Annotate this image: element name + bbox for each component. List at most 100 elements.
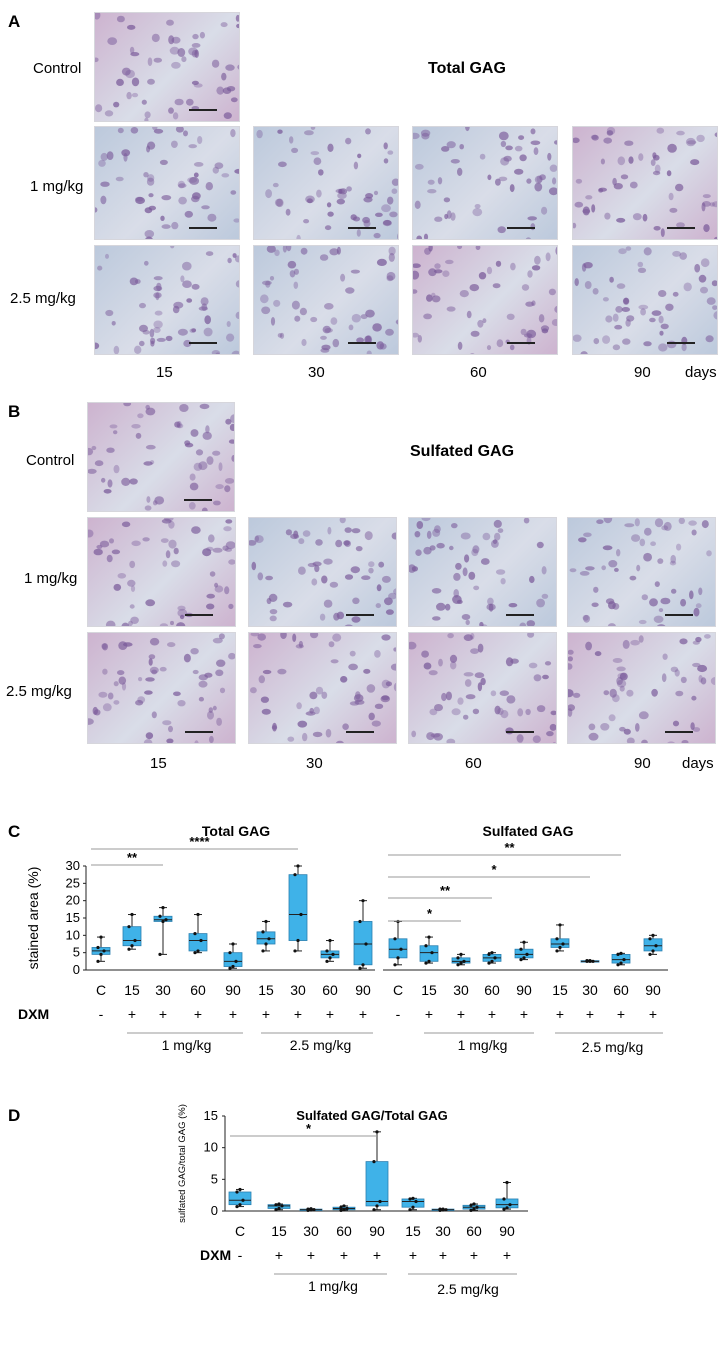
scale-bar <box>348 227 376 229</box>
y-axis-label: stained area (%) <box>25 867 41 970</box>
category-label: 15 <box>405 1223 421 1239</box>
category-label: 30 <box>435 1223 451 1239</box>
data-point <box>309 1207 313 1211</box>
data-point <box>331 952 335 956</box>
panel-a-letter: A <box>8 12 21 31</box>
data-point <box>164 918 168 922</box>
data-point <box>456 963 460 967</box>
data-point <box>328 938 332 943</box>
data-point <box>438 1207 442 1211</box>
scale-bar <box>665 731 693 733</box>
data-point <box>299 912 303 917</box>
category-label: 15 <box>552 982 568 998</box>
data-point <box>228 966 232 970</box>
row-label-control: Control <box>33 60 82 77</box>
data-point <box>522 940 526 944</box>
y-tick-label: 20 <box>66 893 80 908</box>
data-point <box>306 1207 310 1211</box>
data-point <box>411 1205 415 1209</box>
micrograph-image <box>572 126 718 240</box>
data-point <box>261 949 265 953</box>
data-point <box>296 864 300 868</box>
day-label: 60 <box>465 755 482 772</box>
data-point <box>361 963 365 967</box>
scale-bar <box>506 731 534 733</box>
treatment-row-right: - + + + + + + + + <box>396 1006 663 1034</box>
category-label: 60 <box>466 1223 482 1239</box>
data-point <box>378 1199 382 1204</box>
treatment-sign: - <box>99 1006 104 1022</box>
y-tick-label: 30 <box>66 858 80 873</box>
data-point <box>358 919 362 924</box>
scale-bar <box>507 342 535 344</box>
data-point <box>280 1204 284 1208</box>
box <box>388 938 408 959</box>
day-label: 90 <box>634 755 651 772</box>
data-point <box>555 949 559 953</box>
category-label: 90 <box>355 982 371 998</box>
data-point <box>372 1160 376 1164</box>
scale-bar <box>665 614 693 616</box>
days-unit-label: days <box>682 755 714 772</box>
panel-d-letter: D <box>8 1106 21 1125</box>
y-tick-label: 0 <box>211 1203 218 1218</box>
panel-b-title: Sulfated GAG <box>410 443 515 460</box>
data-point <box>133 938 137 943</box>
data-point <box>558 945 562 950</box>
category-label: 30 <box>582 982 598 998</box>
treatment-sign: + <box>359 1006 367 1022</box>
box <box>419 945 439 962</box>
treatment-sign: + <box>262 1006 270 1022</box>
treatment-sign: + <box>326 1006 334 1022</box>
data-point <box>345 1206 349 1211</box>
data-point <box>505 1206 509 1210</box>
data-point <box>102 949 106 953</box>
scale-bar <box>346 614 374 616</box>
data-point <box>399 947 403 951</box>
data-point <box>619 951 623 955</box>
micrograph-image <box>572 245 718 355</box>
panel-b-letter: B <box>8 402 21 421</box>
data-point <box>472 1202 476 1206</box>
category-label: 15 <box>421 982 437 998</box>
treatment-sign: + <box>340 1247 348 1263</box>
category-label: C <box>96 982 106 998</box>
data-point <box>375 1204 379 1208</box>
category-label: C <box>235 1223 245 1239</box>
box <box>643 938 663 952</box>
box <box>188 933 208 952</box>
data-point <box>408 1208 412 1212</box>
treatment-sign: + <box>159 1006 167 1022</box>
micrograph-image <box>87 402 235 512</box>
dose-label: 1 mg/kg <box>162 1037 212 1053</box>
treatment-sign: + <box>439 1247 447 1263</box>
data-point <box>296 938 300 943</box>
treatment-sign: + <box>194 1006 202 1022</box>
scale-bar <box>189 109 217 111</box>
treatment-sign: + <box>556 1006 564 1022</box>
data-point <box>472 1207 476 1211</box>
treatment-sign: + <box>294 1006 302 1022</box>
data-point <box>393 937 397 941</box>
significance-stars: ** <box>127 850 138 865</box>
data-point <box>475 1205 479 1209</box>
data-point <box>459 952 463 956</box>
row-label-2-5mg: 2.5 mg/kg <box>10 290 76 307</box>
micrograph-image <box>567 632 716 744</box>
data-point <box>441 1207 445 1211</box>
data-point <box>469 1208 473 1212</box>
box <box>353 921 373 966</box>
data-point <box>193 932 197 936</box>
data-point <box>235 1190 239 1194</box>
dose-label: 1 mg/kg <box>458 1037 508 1053</box>
data-point <box>558 923 562 927</box>
data-point <box>328 956 332 960</box>
data-point <box>130 944 134 948</box>
category-label: 15 <box>271 1223 287 1239</box>
chart-title: Sulfated GAG <box>482 823 573 839</box>
data-point <box>411 1196 415 1200</box>
data-point <box>161 906 165 910</box>
data-point <box>231 964 235 969</box>
treatment-sign: + <box>520 1006 528 1022</box>
data-point <box>427 959 431 963</box>
